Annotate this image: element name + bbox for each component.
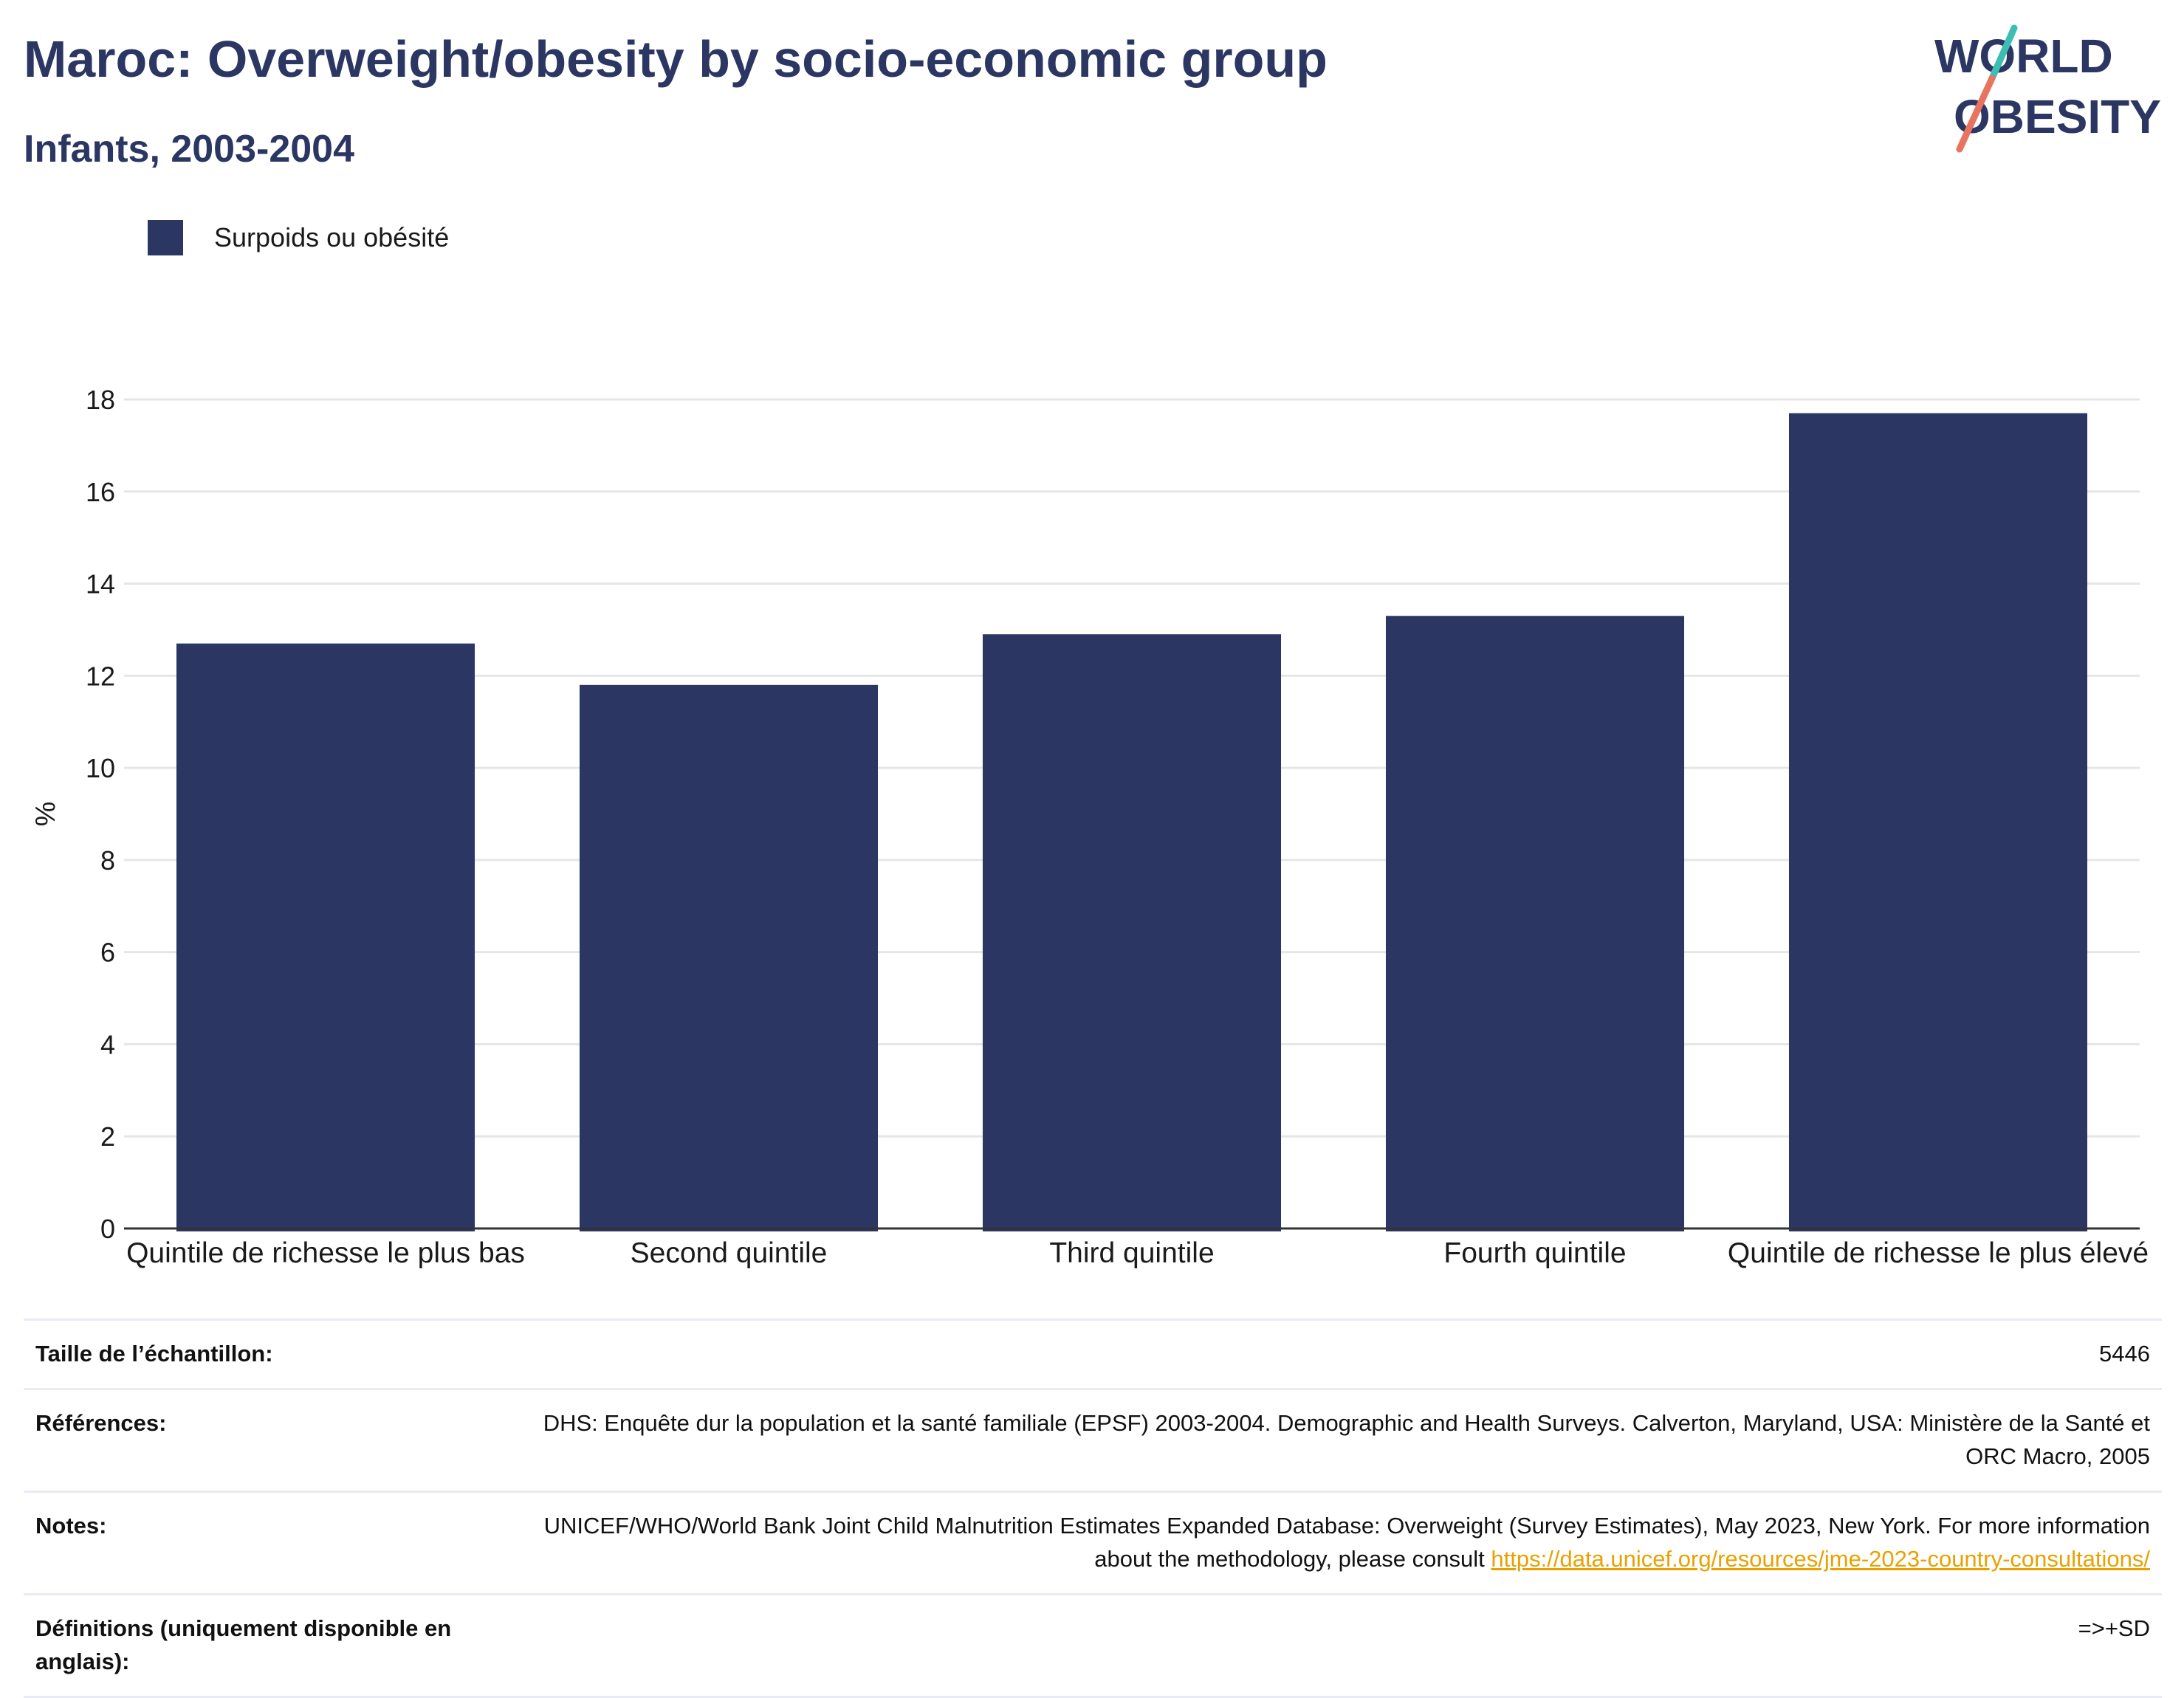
bar — [982, 634, 1282, 1231]
methodology-link[interactable]: https://data.unicef.org/resources/jme-20… — [1491, 1546, 2150, 1572]
y-tick-label: 6 — [100, 938, 115, 968]
ref-value-cell: UNICEF/WHO/World Bank Joint Child Malnut… — [527, 1491, 2162, 1595]
y-tick-label: 12 — [86, 661, 115, 691]
x-tick-label: Quintile de richesse le plus bas — [126, 1237, 525, 1269]
ref-value: 5446 — [527, 1319, 2162, 1389]
ref-value: UNICEF/WHO/World Bank Joint Child Malnut… — [543, 1513, 2150, 1572]
x-tick-label: Fourth quintile — [1443, 1237, 1626, 1269]
ref-row-definitions: Définitions (uniquement disponible en an… — [24, 1593, 2162, 1698]
ref-value: DHS: Enquête dur la population et la san… — [527, 1388, 2162, 1492]
y-tick-label: 4 — [100, 1029, 115, 1059]
y-tick-label: 18 — [86, 385, 115, 415]
logo-slash-top — [1988, 24, 2018, 82]
y-axis-label: % — [30, 802, 61, 827]
x-tick-label: Third quintile — [1049, 1237, 1214, 1269]
legend: Surpoids ou obésité — [148, 220, 449, 255]
x-tick-label: Quintile de richesse le plus élevé — [1728, 1237, 2149, 1269]
x-tick-label: Second quintile — [631, 1237, 828, 1269]
bar — [1385, 616, 1685, 1231]
ref-key: Taille de l’échantillon: — [24, 1319, 527, 1389]
y-tick-label: 0 — [100, 1214, 115, 1244]
legend-label: Surpoids ou obésité — [214, 222, 450, 252]
y-tick-label: 10 — [86, 753, 115, 783]
legend-swatch — [148, 220, 183, 255]
bar — [579, 684, 879, 1231]
y-tick-label: 16 — [86, 477, 115, 507]
reference-table: Taille de l’échantillon: 5446 Références… — [24, 1319, 2162, 1698]
ref-key: Notes: — [24, 1491, 527, 1595]
chart-title: Maroc: Overweight/obesity by socio-econo… — [24, 30, 1328, 88]
ref-key: Définitions (uniquement disponible en an… — [24, 1593, 527, 1698]
chart-subtitle: Infants, 2003-2004 — [24, 128, 355, 171]
y-tick-label: 14 — [86, 569, 115, 599]
world-obesity-logo: WORLD OBESITY — [1934, 24, 2161, 153]
ref-row-references: Références: DHS: Enquête dur la populati… — [24, 1388, 2162, 1492]
bar-chart: 0 2 4 6 8 10 12 14 16 18% Quintile de richesse le … — [30, 385, 2149, 1269]
bar — [1788, 413, 2088, 1231]
logo-slash-bottom — [1956, 75, 1996, 153]
y-tick-label: 8 — [100, 845, 115, 876]
ref-row-notes: Notes: UNICEF/WHO/World Bank Joint Child… — [24, 1491, 2162, 1595]
y-tick-label: 2 — [100, 1121, 115, 1152]
ref-key: Références: — [24, 1388, 527, 1492]
logo-line2: OBESITY — [1954, 90, 2161, 143]
bar — [176, 643, 475, 1231]
ref-row-sample-size: Taille de l’échantillon: 5446 — [24, 1319, 2162, 1389]
ref-value: =>+SD — [527, 1593, 2162, 1698]
logo-line1: WORLD — [1934, 30, 2113, 83]
